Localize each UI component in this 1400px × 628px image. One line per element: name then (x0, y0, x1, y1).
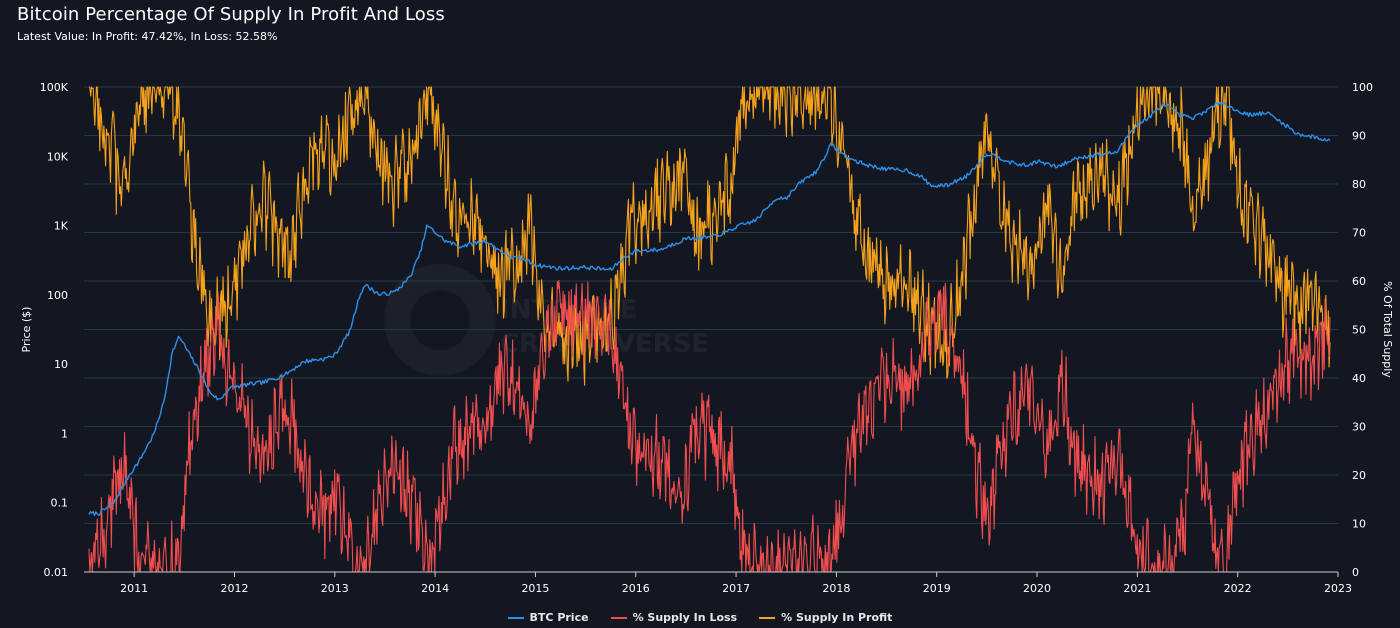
y-left-tick-label-4: 100 (47, 289, 68, 302)
chart-header: Bitcoin Percentage Of Supply In Profit A… (17, 4, 445, 43)
y-right-tick-label-30: 30 (1352, 421, 1366, 434)
series-btc-price-line (88, 101, 1331, 516)
y-left-tick-label-5: 1K (54, 220, 69, 233)
axes: 2011 2012 2013 2014 2015 2016 2017 2018 2019 2020… (20, 81, 1394, 595)
chart-legend: BTC Price % Supply In Loss % Supply In P… (0, 611, 1400, 624)
x-tick-label-2023: 2023 (1324, 582, 1352, 595)
y-left-tick-label-1: 0.1 (51, 497, 69, 510)
legend-swatch-supply-in-loss (610, 616, 627, 619)
y-right-tick-label-60: 60 (1352, 275, 1366, 288)
y-right-tick-label-90: 90 (1352, 130, 1366, 143)
series-supply-in-profit (89, 86, 1331, 386)
y-right-tick-label-100: 100 (1352, 81, 1373, 94)
y-right-tick-label-40: 40 (1352, 372, 1366, 385)
series-supply-in-loss-line (88, 279, 1331, 573)
y-right-tick-label-0: 0 (1352, 566, 1359, 579)
x-tick-label-2012: 2012 (220, 582, 248, 595)
y-right-tick-label-80: 80 (1352, 178, 1366, 191)
y-right-tick-label-50: 50 (1352, 324, 1366, 337)
x-tick-label-2022: 2022 (1224, 582, 1252, 595)
series-btc-price (88, 101, 1331, 516)
y-right-tick-label-10: 10 (1352, 518, 1366, 531)
x-tick-label-2017: 2017 (722, 582, 750, 595)
x-tick-label-2014: 2014 (421, 582, 449, 595)
y-right-tick-label-20: 20 (1352, 469, 1366, 482)
x-tick-label-2013: 2013 (321, 582, 349, 595)
x-tick-label-2015: 2015 (521, 582, 549, 595)
y-right-axis-title: % Of Total Supply (1381, 281, 1394, 378)
legend-swatch-btc-price (507, 616, 524, 619)
y-left-tick-label-6: 10K (47, 150, 69, 163)
series-supply-in-loss (88, 279, 1331, 573)
legend-label-supply-in-profit: % Supply In Profit (781, 611, 893, 624)
x-tick-label-2011: 2011 (120, 582, 148, 595)
y-left-tick-label-2: 1 (61, 427, 68, 440)
logo-inner-circle (410, 290, 470, 350)
y-left-axis-title: Price ($) (20, 307, 33, 353)
x-tick-label-2021: 2021 (1123, 582, 1151, 595)
legend-swatch-supply-in-profit (759, 616, 776, 619)
y-left-tick-label-0: 0.01 (44, 566, 69, 579)
legend-item-supply-in-loss[interactable]: % Supply In Loss (610, 611, 738, 624)
watermark-text-line2: CRYPTOVERSE (500, 329, 709, 359)
legend-label-btc-price: BTC Price (529, 611, 589, 624)
series-layer (88, 86, 1331, 573)
legend-item-btc-price[interactable]: BTC Price (507, 611, 589, 624)
y-left-tick-label-7: 100K (40, 81, 69, 94)
x-tick-label-2020: 2020 (1023, 582, 1051, 595)
chart-title: Bitcoin Percentage Of Supply In Profit A… (17, 4, 445, 25)
y-right-tick-label-70: 70 (1352, 227, 1366, 240)
chart-subtitle: Latest Value: In Profit: 47.42%, In Loss… (17, 30, 278, 43)
x-tick-label-2018: 2018 (822, 582, 850, 595)
x-tick-label-2019: 2019 (923, 582, 951, 595)
legend-label-supply-in-loss: % Supply In Loss (632, 611, 738, 624)
legend-item-supply-in-profit[interactable]: % Supply In Profit (759, 611, 892, 624)
series-supply-in-profit-line (89, 86, 1331, 386)
y-left-tick-label-3: 10 (54, 358, 68, 371)
x-tick-label-2016: 2016 (622, 582, 650, 595)
